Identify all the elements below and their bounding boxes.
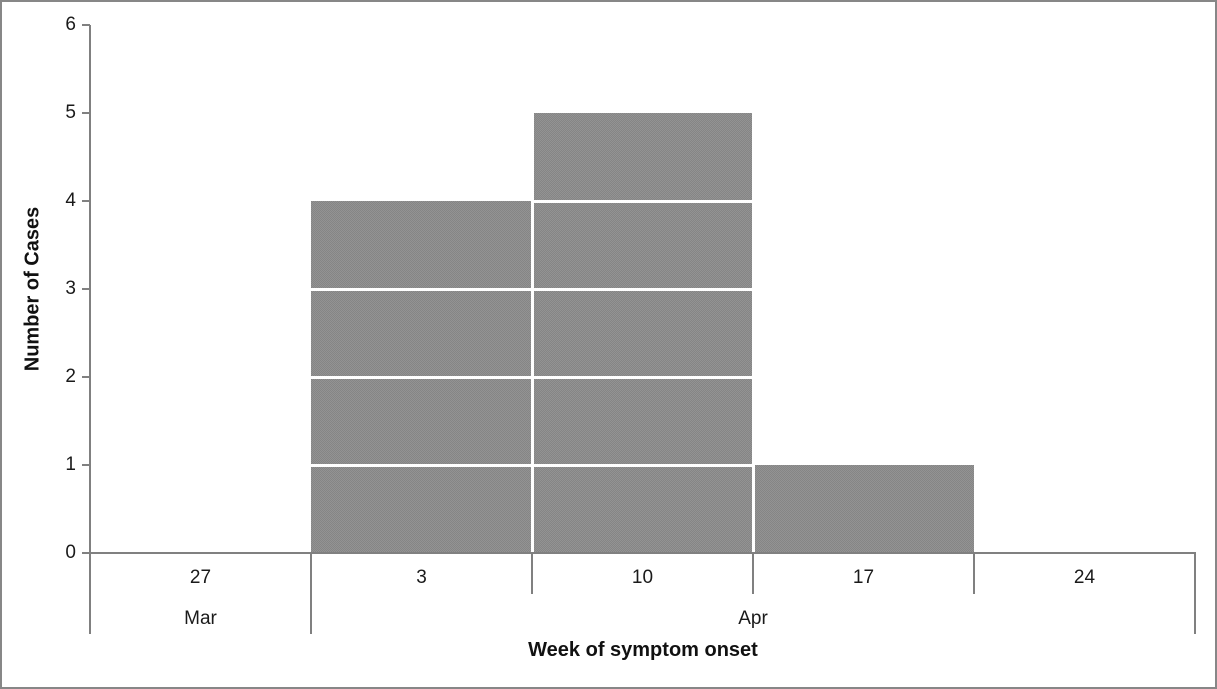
y-tick-label: 3 [65, 278, 76, 299]
x-tick-label-month: Mar [184, 608, 217, 629]
x-axis-tick [973, 553, 975, 594]
y-axis-tick [82, 24, 90, 26]
y-tick-label: 0 [65, 542, 76, 563]
case-bar [311, 201, 532, 553]
y-axis-tick [82, 200, 90, 202]
y-axis-line [89, 25, 91, 634]
x-tick-label-month: Apr [738, 608, 768, 629]
x-axis-tick [531, 553, 533, 594]
case-bar [532, 113, 753, 553]
y-axis-tick [82, 288, 90, 290]
x-axis-tick [752, 553, 754, 594]
case-separator [532, 463, 753, 467]
case-separator [311, 375, 532, 379]
x-axis-line [89, 552, 1196, 554]
bar-gap-separator [530, 25, 534, 553]
month-group-separator [1194, 553, 1196, 634]
y-axis-tick [82, 376, 90, 378]
month-group-separator [89, 553, 91, 634]
y-tick-label: 4 [65, 190, 76, 211]
x-tick-label-day: 3 [416, 567, 427, 588]
y-tick-label: 2 [65, 366, 76, 387]
plot-area [90, 25, 1195, 553]
x-tick-label-day: 24 [1073, 567, 1096, 588]
case-separator [532, 287, 753, 291]
case-bar [753, 465, 974, 553]
x-tick-label-day: 27 [189, 567, 212, 588]
case-separator [532, 199, 753, 203]
case-separator [311, 287, 532, 291]
x-tick-label-day: 10 [631, 567, 654, 588]
bar-gap-separator [751, 25, 755, 553]
y-axis-tick [82, 552, 90, 554]
y-tick-label: 6 [65, 14, 76, 35]
y-axis-tick [82, 112, 90, 114]
y-tick-label: 1 [65, 454, 76, 475]
case-separator [532, 375, 753, 379]
x-tick-label-day: 17 [852, 567, 875, 588]
y-tick-label: 5 [65, 102, 76, 123]
case-separator [311, 463, 532, 467]
month-group-separator [310, 553, 312, 634]
y-axis-tick [82, 464, 90, 466]
x-axis-title: Week of symptom onset [528, 639, 758, 661]
